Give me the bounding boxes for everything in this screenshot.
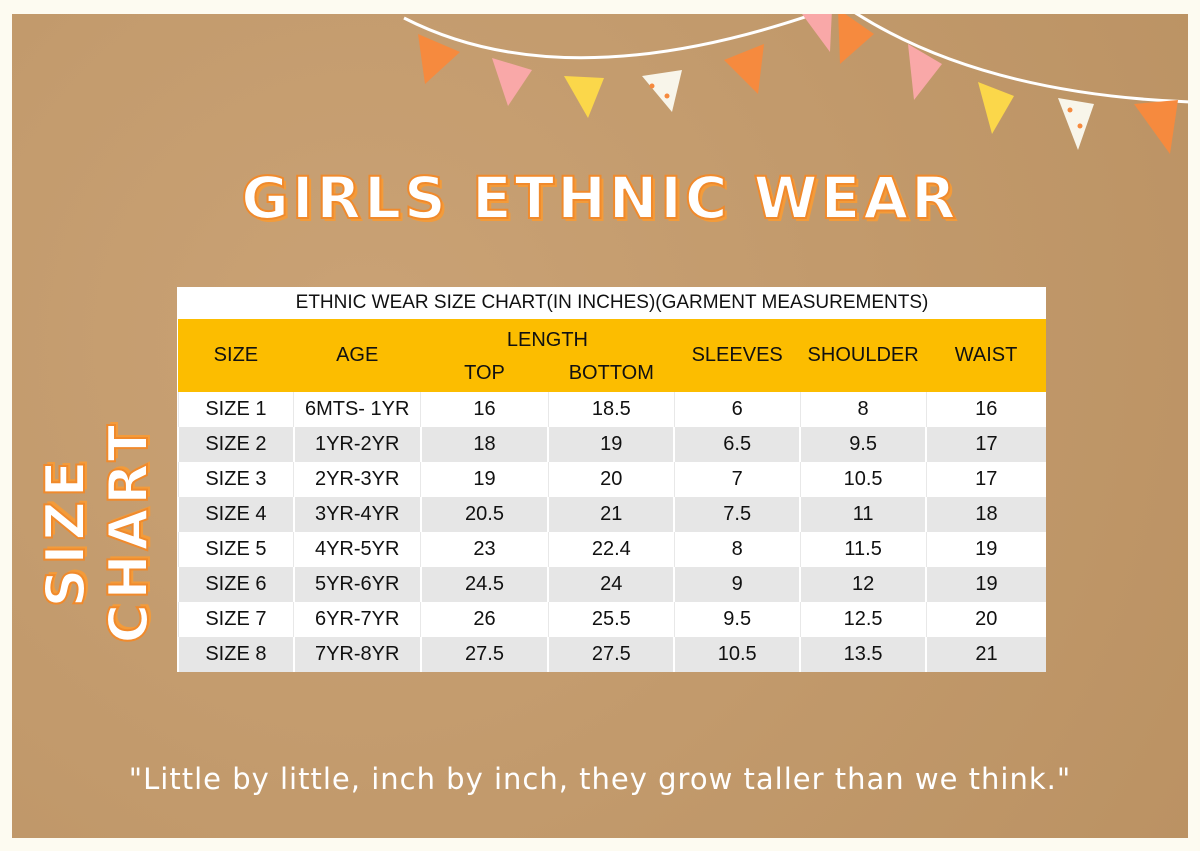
cell-size: SIZE 8 [177, 637, 294, 672]
cell-waist: 19 [925, 532, 1046, 567]
kraft-board: GIRLS ETHNIC WEAR SIZE CHART ETHNIC WEAR… [12, 14, 1188, 838]
table-row: SIZE 6 5YR-6YR 24.5 24 9 12 19 [177, 567, 1046, 602]
cell-top: 18 [419, 427, 549, 462]
cell-top: 24.5 [419, 567, 549, 602]
cell-top: 23 [420, 532, 549, 567]
cell-sleeves: 7.5 [673, 497, 801, 532]
cell-bottom: 19 [547, 427, 675, 462]
side-label: SIZE CHART [33, 420, 161, 645]
cell-sleeves: 10.5 [673, 637, 801, 672]
table-caption: ETHNIC WEAR SIZE CHART(IN INCHES)(GARMEN… [295, 292, 929, 313]
cell-top: 20.5 [419, 497, 549, 532]
cell-sleeves: 7 [673, 462, 801, 497]
cell-size: SIZE 1 [177, 392, 294, 427]
cell-bottom: 18.5 [547, 392, 675, 427]
cell-shoulder: 13.5 [799, 637, 927, 672]
table-row: SIZE 3 2YR-3YR 19 20 7 10.5 17 [177, 462, 1046, 497]
cell-bottom: 27.5 [547, 637, 675, 672]
table-row: SIZE 7 6YR-7YR 26 25.5 9.5 12.5 20 [177, 602, 1046, 637]
cell-bottom: 25.5 [547, 602, 675, 637]
size-chart-table: ETHNIC WEAR SIZE CHART(IN INCHES)(GARMEN… [177, 287, 1046, 672]
cell-shoulder: 12 [799, 567, 927, 602]
cell-size: SIZE 7 [177, 602, 294, 637]
table-row: SIZE 4 3YR-4YR 20.5 21 7.5 11 18 [177, 497, 1046, 532]
cell-size: SIZE 3 [177, 462, 294, 497]
bunting-decoration [403, 14, 1188, 154]
cell-top: 26 [420, 602, 549, 637]
cell-age: 6MTS- 1YR [293, 392, 421, 427]
cell-shoulder: 8 [799, 392, 927, 427]
cell-size: SIZE 4 [177, 497, 294, 532]
cell-size: SIZE 2 [177, 427, 294, 462]
header-age: AGE [293, 319, 421, 392]
cell-waist: 21 [925, 637, 1046, 672]
cell-waist: 17 [925, 427, 1046, 462]
cell-waist: 18 [925, 497, 1046, 532]
cell-sleeves: 9.5 [673, 602, 801, 637]
cell-sleeves: 6 [673, 392, 801, 427]
cell-age: 1YR-2YR [292, 427, 421, 462]
cell-bottom: 20 [547, 462, 675, 497]
cell-shoulder: 11 [799, 497, 927, 532]
cell-size: SIZE 5 [177, 532, 294, 567]
cell-waist: 20 [925, 602, 1046, 637]
cell-age: 4YR-5YR [293, 532, 421, 567]
cell-age: 6YR-7YR [293, 602, 421, 637]
cell-bottom: 21 [547, 497, 675, 532]
table-row: SIZE 1 6MTS- 1YR 16 18.5 6 8 16 [177, 392, 1046, 427]
cell-shoulder: 9.5 [799, 427, 927, 462]
header-size: SIZE [178, 319, 294, 392]
cell-shoulder: 10.5 [799, 462, 927, 497]
cell-sleeves: 6.5 [673, 427, 801, 462]
quote-text: "Little by little, inch by inch, they gr… [128, 762, 1072, 796]
cell-top: 19 [420, 462, 549, 497]
cell-waist: 16 [925, 392, 1046, 427]
table-row: SIZE 2 1YR-2YR 18 19 6.5 9.5 17 [177, 427, 1046, 462]
cell-age: 3YR-4YR [292, 497, 421, 532]
cell-waist: 17 [925, 462, 1046, 497]
header-sleeves: SLEEVES [674, 319, 801, 392]
page-title: GIRLS ETHNIC WEAR [240, 163, 959, 233]
cell-age: 5YR-6YR [292, 567, 421, 602]
header-length: LENGTH [420, 319, 675, 355]
table-row: SIZE 8 7YR-8YR 27.5 27.5 10.5 13.5 21 [177, 637, 1046, 672]
table-row: SIZE 5 4YR-5YR 23 22.4 8 11.5 19 [177, 532, 1046, 567]
cell-top: 16 [420, 392, 549, 427]
cell-bottom: 24 [547, 567, 675, 602]
cell-shoulder: 12.5 [799, 602, 927, 637]
cell-age: 7YR-8YR [292, 637, 421, 672]
cell-age: 2YR-3YR [293, 462, 421, 497]
cell-sleeves: 9 [673, 567, 801, 602]
header-shoulder: SHOULDER [800, 319, 927, 392]
cell-waist: 19 [925, 567, 1046, 602]
header-top: TOP [420, 355, 549, 392]
cell-size: SIZE 6 [177, 567, 294, 602]
cell-sleeves: 8 [673, 532, 801, 567]
header-bottom: BOTTOM [548, 355, 675, 392]
cell-shoulder: 11.5 [799, 532, 927, 567]
cell-bottom: 22.4 [547, 532, 675, 567]
header-waist: WAIST [926, 319, 1046, 392]
cell-top: 27.5 [419, 637, 549, 672]
